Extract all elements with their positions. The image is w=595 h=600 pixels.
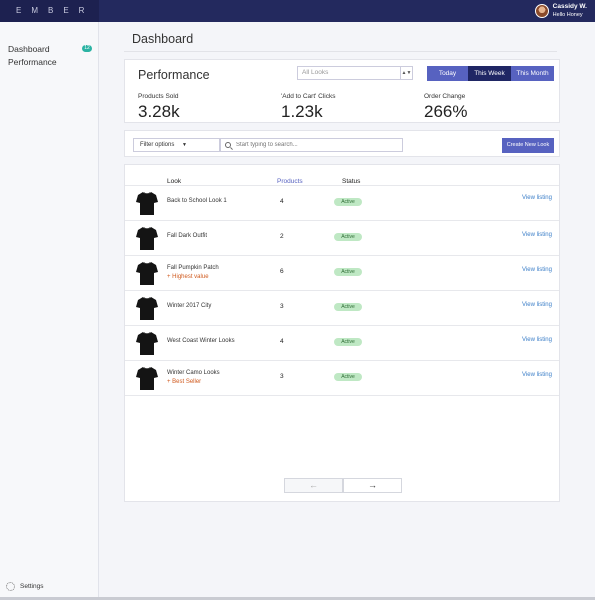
product-count: 4	[280, 198, 284, 205]
view-listing-link[interactable]: View listing	[522, 267, 552, 273]
view-listing-link[interactable]: View listing	[522, 302, 552, 308]
view-listing-link[interactable]: View listing	[522, 337, 552, 343]
gear-icon	[6, 582, 15, 591]
look-tag: + Highest value	[167, 274, 209, 280]
top-bar: EMBER Cassidy W. Hello Honey	[0, 0, 595, 22]
sidebar-item-performance[interactable]: Performance	[8, 57, 57, 67]
status-badge: Active	[334, 268, 362, 276]
table-row: West Coast Winter Looks 4 Active View listi…	[125, 325, 559, 360]
look-name[interactable]: West Coast Winter Looks	[167, 338, 235, 344]
tshirt-thumbnail	[136, 191, 158, 216]
sidebar: Dashboard 12 Performance Settings	[0, 22, 99, 598]
table-row: Winter Camo Looks + Best Seller 3 Active Vie…	[125, 360, 559, 395]
select-arrows-icon: ▲▼	[400, 67, 412, 79]
range-today-button[interactable]: Today	[427, 66, 468, 81]
filter-bar: Filter options ▼ Create New Look	[124, 130, 560, 157]
stat-label-cart-clicks: 'Add to Cart' Clicks	[281, 93, 336, 100]
stat-label-products-sold: Products Sold	[138, 93, 179, 100]
search-input[interactable]	[236, 142, 396, 148]
filter-options-dropdown[interactable]: Filter options ▼	[133, 138, 220, 152]
tshirt-thumbnail	[136, 226, 158, 251]
search-box[interactable]	[220, 138, 403, 152]
title-divider	[124, 51, 557, 52]
search-icon	[225, 142, 231, 148]
look-name[interactable]: Fall Dark Outfit	[167, 233, 208, 239]
status-badge: Active	[334, 373, 362, 381]
table-row: Back to School Look 1 4 Active View listing	[125, 185, 559, 220]
tshirt-thumbnail	[136, 331, 158, 356]
view-listing-link[interactable]: View listing	[522, 232, 552, 238]
column-header-status[interactable]: Status	[342, 178, 361, 185]
sidebar-item-dashboard[interactable]: Dashboard	[8, 44, 50, 54]
looks-table: Look Products Status Back to School Look…	[124, 164, 560, 502]
look-name[interactable]: Fall Pumpkin Patch	[167, 265, 219, 271]
looks-select[interactable]: All Looks ▲▼	[297, 66, 413, 80]
pager-next-button[interactable]: →	[343, 478, 402, 493]
stat-value-products-sold: 3.28k	[138, 102, 180, 121]
product-count: 6	[280, 268, 284, 275]
product-count: 2	[280, 233, 284, 240]
status-badge: Active	[334, 338, 362, 346]
view-listing-link[interactable]: View listing	[522, 372, 552, 378]
create-new-look-button[interactable]: Create New Look	[502, 138, 554, 153]
stat-label-order-change: Order Change	[424, 93, 466, 100]
notification-badge: 12	[82, 45, 92, 52]
look-name[interactable]: Back to School Look 1	[167, 198, 227, 204]
view-listing-link[interactable]: View listing	[522, 195, 552, 201]
look-name[interactable]: Winter 2017 City	[167, 303, 212, 309]
tshirt-thumbnail	[136, 366, 158, 391]
range-this-week-button[interactable]: This Week	[468, 66, 511, 81]
performance-title: Performance	[138, 68, 210, 82]
looks-select-value: All Looks	[302, 69, 329, 76]
status-badge: Active	[334, 303, 362, 311]
column-header-products[interactable]: Products	[277, 178, 303, 185]
performance-card: Performance All Looks ▲▼ Today This Week…	[124, 59, 560, 123]
page-title: Dashboard	[132, 32, 194, 46]
app-logo[interactable]: EMBER	[0, 0, 99, 22]
table-bottom-divider	[125, 395, 559, 396]
status-badge: Active	[334, 198, 362, 206]
column-header-look[interactable]: Look	[167, 178, 182, 185]
settings-label: Settings	[20, 583, 44, 590]
stat-value-order-change: 266%	[424, 102, 468, 121]
product-count: 4	[280, 338, 284, 345]
pager-prev-button[interactable]: ←	[284, 478, 343, 493]
user-name: Cassidy W.	[552, 3, 587, 10]
range-this-month-button[interactable]: This Month	[511, 66, 554, 81]
product-count: 3	[280, 303, 284, 310]
look-tag: + Best Seller	[167, 379, 202, 385]
horizontal-scrollbar[interactable]	[0, 597, 595, 600]
tshirt-thumbnail	[136, 296, 158, 321]
table-row: Fall Pumpkin Patch + Highest value 6 Active…	[125, 255, 559, 290]
stat-value-cart-clicks: 1.23k	[281, 102, 323, 121]
product-count: 3	[280, 373, 284, 380]
settings-link[interactable]: Settings	[6, 582, 44, 591]
table-row: Fall Dark Outfit 2 Active View listing	[125, 220, 559, 255]
user-menu[interactable]: Cassidy W. Hello Honey	[534, 3, 587, 19]
table-row: Winter 2017 City 3 Active View listing	[125, 290, 559, 325]
tshirt-thumbnail	[136, 261, 158, 286]
user-subtitle: Hello Honey	[552, 12, 583, 18]
status-badge: Active	[334, 233, 362, 241]
look-name[interactable]: Winter Camo Looks	[167, 370, 220, 376]
filter-options-label: Filter options	[140, 142, 175, 148]
caret-down-icon: ▼	[182, 142, 187, 148]
avatar[interactable]	[534, 4, 549, 18]
